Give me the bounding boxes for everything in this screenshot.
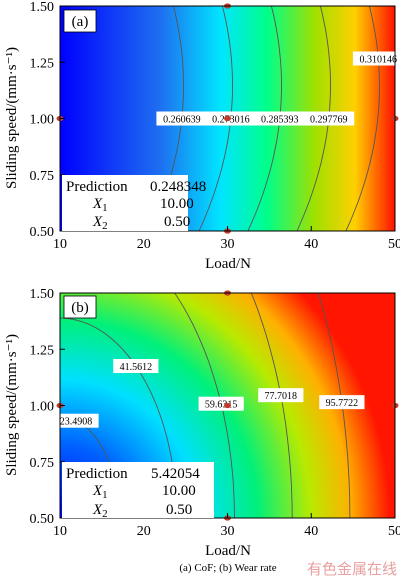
x-tick-label-b-2: 30 xyxy=(221,524,235,539)
prediction-x2-value-b: 0.50 xyxy=(166,502,192,518)
x-tick-label-a-2: 30 xyxy=(221,237,235,252)
chart-a: 0.260639 0.273016 0.285393 0.297769 0.310146… xyxy=(4,0,400,272)
prediction-box-a: Prediction 0.248348 X1 10.00 X2 0.50 xyxy=(62,175,206,232)
contour-line-a-4 xyxy=(345,6,380,231)
contour-label-bg-b-0 xyxy=(53,413,99,428)
chart-b: 23.4908 41.5612 59.6315 77.7018 95.7722 10 20… xyxy=(4,287,400,559)
y-axis-title-b: Sliding speed/(mm·s⁻¹) xyxy=(4,334,20,476)
x-axis-title-a: Load/N xyxy=(205,256,251,272)
x-axis-title-b: Load/N xyxy=(205,543,251,559)
panel-label-b: (b) xyxy=(63,295,97,319)
contour-label-bg-b-3 xyxy=(258,388,304,403)
x-tick-label-a-3: 40 xyxy=(304,237,318,252)
y-tick-label-a-3: 1.25 xyxy=(30,56,55,71)
x-tick-label-a-4: 50 xyxy=(388,237,400,252)
x-tick-label-a-1: 20 xyxy=(137,237,151,252)
x-tick-label-b-0: 10 xyxy=(53,524,67,539)
prediction-value-b: 5.42054 xyxy=(151,466,200,482)
y-tick-label-b-1: 0.75 xyxy=(30,456,55,471)
panel-label-a: (a) xyxy=(63,9,97,33)
prediction-title-a: Prediction xyxy=(66,179,128,195)
contour-label-a-2: 0.285393 xyxy=(261,115,299,126)
x-tick-label-a-0: 10 xyxy=(53,237,67,252)
y-tick-label-a-0: 0.50 xyxy=(30,225,55,240)
y-tick-label-b-0: 0.50 xyxy=(30,512,55,527)
contour-label-b-4: 95.7722 xyxy=(326,398,359,409)
axis-ticks-b: 10 20 30 40 50 0.50 0.75 1.00 1.25 1.50 xyxy=(30,287,400,539)
contour-label-a-0: 0.260639 xyxy=(163,115,201,126)
x-tick-label-b-4: 50 xyxy=(388,524,400,539)
y-axis-title-a: Sliding speed/(mm·s⁻¹) xyxy=(4,47,20,189)
prediction-title-b: Prediction xyxy=(66,466,128,482)
prediction-box-b: Prediction 5.42054 X1 10.00 X2 0.50 xyxy=(62,462,214,520)
prediction-x1-label-b: X1 xyxy=(92,483,108,501)
contour-labels-b: 23.4908 41.5612 59.6315 77.7018 95.7722 xyxy=(53,359,365,428)
y-tick-label-a-1: 0.75 xyxy=(30,169,55,184)
y-tick-label-a-2: 1.00 xyxy=(30,113,55,128)
prediction-x1-label-a: X1 xyxy=(92,196,108,214)
contour-line-b-2 xyxy=(174,293,235,518)
contour-label-a-1: 0.273016 xyxy=(212,115,250,126)
y-tick-label-b-2: 1.00 xyxy=(30,400,55,415)
x-tick-label-b-3: 40 xyxy=(304,524,318,539)
contour-label-b-2: 59.6315 xyxy=(205,400,238,411)
watermark: 有色金属在线 xyxy=(307,560,397,578)
x-tick-label-b-1: 20 xyxy=(137,524,151,539)
contour-label-bg-b-4 xyxy=(319,395,365,410)
contour-label-a-3: 0.297769 xyxy=(310,115,348,126)
axis-ticks-a: 10 20 30 40 50 0.50 0.75 1.00 1.25 1.50 xyxy=(30,0,400,252)
panel-label-b-text: (b) xyxy=(71,300,89,316)
design-point-a-1 xyxy=(224,115,231,122)
y-tick-label-b-3: 1.25 xyxy=(30,343,55,358)
y-tick-label-a-4: 1.50 xyxy=(30,0,55,15)
contour-label-b-0: 23.4908 xyxy=(60,417,93,428)
contour-label-a-4: 0.310146 xyxy=(360,55,398,66)
design-point-b-1 xyxy=(224,402,231,409)
contour-label-bg-a-4 xyxy=(352,51,400,66)
prediction-x1-value-b: 10.00 xyxy=(162,483,196,499)
prediction-x2-label-a: X2 xyxy=(92,214,108,232)
y-tick-label-b-4: 1.50 xyxy=(30,287,55,302)
prediction-x1-value-a: 10.00 xyxy=(160,196,194,212)
prediction-value-a: 0.248348 xyxy=(150,179,206,195)
contour-label-bg-b-2 xyxy=(198,396,244,411)
figure-caption: (a) CoF; (b) Wear rate xyxy=(179,562,276,574)
prediction-x2-label-b: X2 xyxy=(92,502,108,520)
prediction-x2-value-a: 0.50 xyxy=(164,214,190,230)
contour-label-b-3: 77.7018 xyxy=(265,391,298,402)
contour-label-bg-b-1 xyxy=(113,359,159,374)
contour-label-bg-a-0 xyxy=(156,111,208,126)
contour-label-bg-a-3 xyxy=(303,111,355,126)
contour-label-b-1: 41.5612 xyxy=(120,362,153,373)
contour-line-b-3 xyxy=(250,293,293,518)
contour-label-bg-a-2 xyxy=(254,111,306,126)
contour-line-b-4 xyxy=(317,293,351,518)
panel-label-a-text: (a) xyxy=(72,14,89,30)
